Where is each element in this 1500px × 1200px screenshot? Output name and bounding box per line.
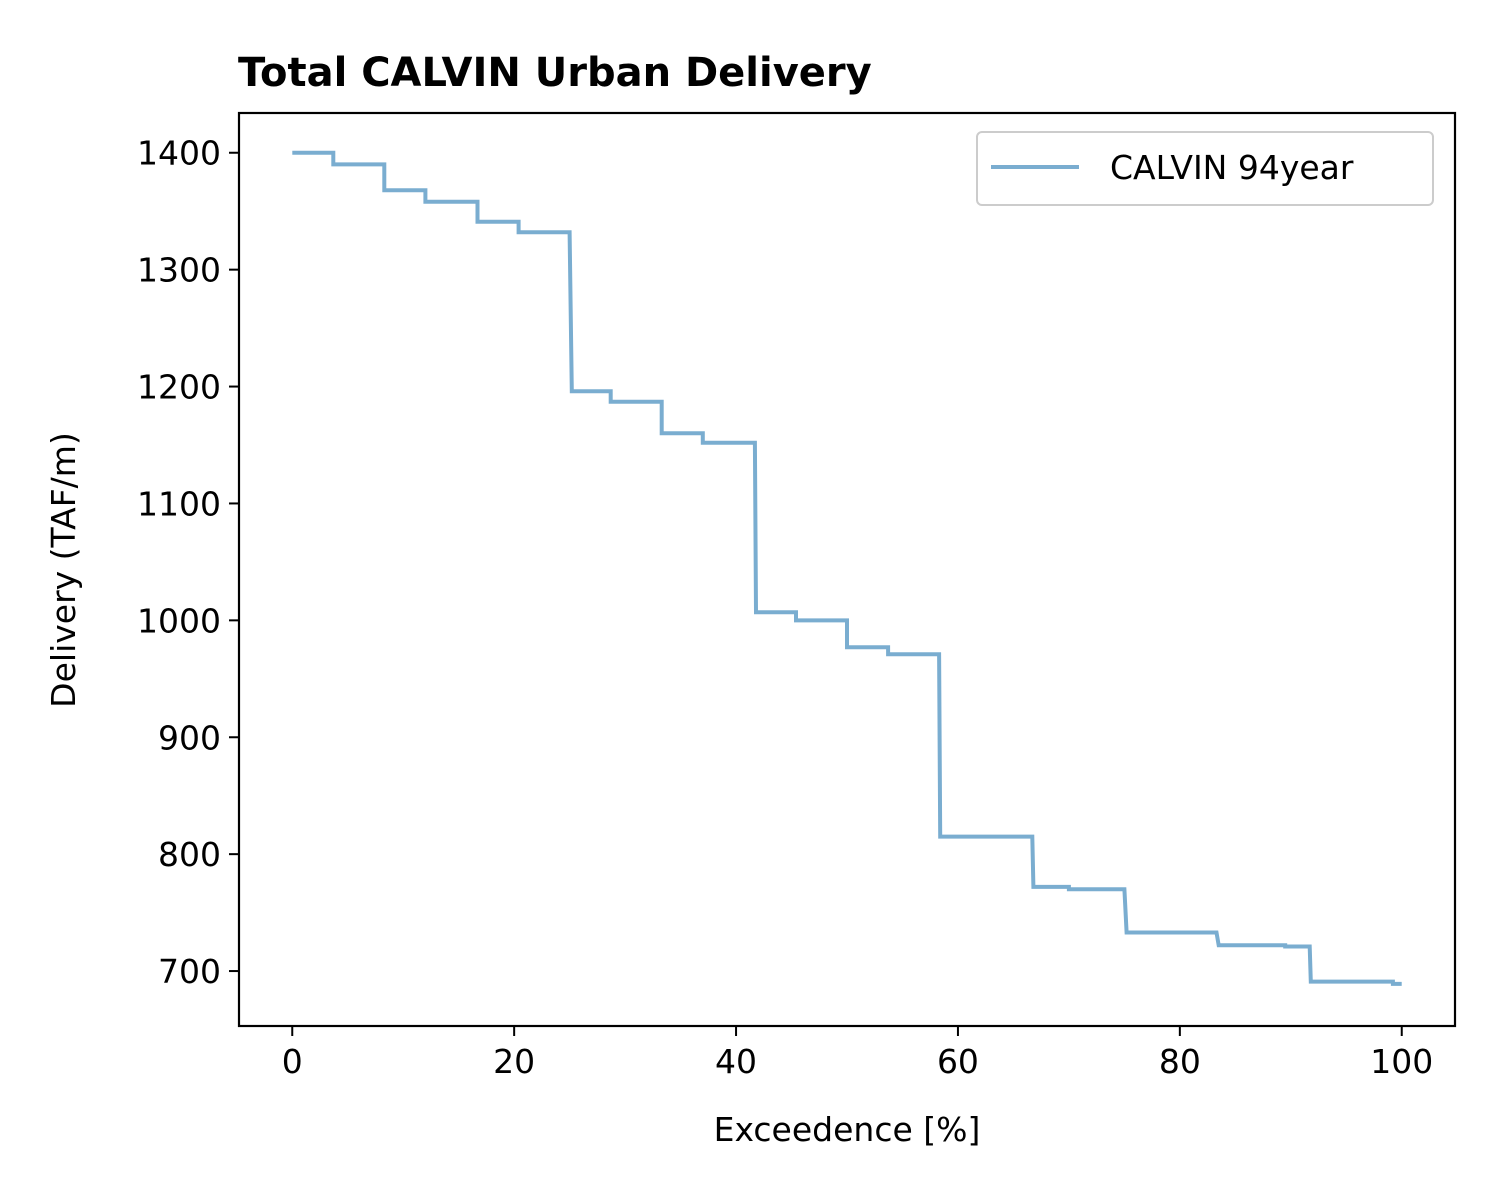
chart-title: Total CALVIN Urban Delivery [238, 50, 872, 96]
y-tick-label: 1200 [137, 368, 221, 407]
x-tick-label: 0 [282, 1042, 303, 1081]
legend-entry-calvin-94year: CALVIN 94year [1110, 148, 1354, 187]
y-tick-label: 1100 [137, 484, 221, 523]
y-axis-label: Delivery (TAF/m) [44, 432, 83, 708]
series-line-calvin-94year [292, 150, 1402, 986]
y-tick-label: 800 [158, 835, 221, 874]
x-tick-label: 40 [715, 1042, 757, 1081]
x-axis-label: Exceedence [%] [714, 1110, 981, 1149]
x-tick-label: 60 [937, 1042, 979, 1081]
legend-box [976, 131, 1434, 206]
y-tick-label: 1400 [137, 134, 221, 173]
x-tick-label: 100 [1370, 1042, 1433, 1081]
legend: CALVIN 94year [976, 131, 1434, 206]
y-axis: 700 800 900 1000 1100 1200 1300 1400 [137, 134, 239, 991]
x-tick-label: 20 [493, 1042, 535, 1081]
y-tick-label: 1000 [137, 601, 221, 640]
x-tick-label: 80 [1159, 1042, 1201, 1081]
plot-area [292, 150, 1402, 986]
plot-frame [237, 111, 1457, 1028]
y-tick-label: 900 [158, 718, 221, 757]
y-tick-label: 1300 [137, 251, 221, 290]
y-tick-label: 700 [158, 952, 221, 991]
x-axis: 0 20 40 60 80 100 [282, 1026, 1433, 1081]
